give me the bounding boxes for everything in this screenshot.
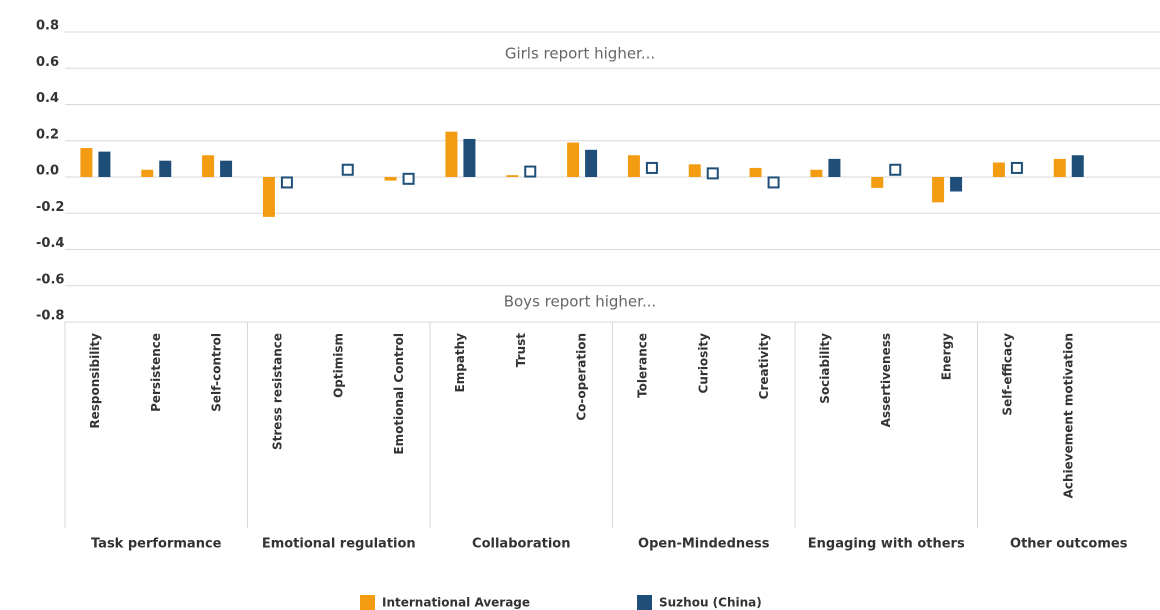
y-tick-label: 0.4 (36, 91, 59, 106)
bar-marker (524, 165, 537, 178)
group-label: Collaboration (472, 537, 570, 552)
bar (932, 177, 945, 203)
x-tick-label: Empathy (453, 333, 467, 393)
bar-marker (280, 176, 293, 189)
y-tick-label: -0.8 (36, 309, 64, 324)
legend-swatch (637, 595, 652, 610)
bar (871, 177, 884, 188)
x-tick-label: Stress resistance (270, 333, 284, 450)
annotation: Girls report higher... (505, 45, 655, 63)
x-tick-label: Curiosity (696, 333, 710, 394)
bar-marker (402, 172, 415, 185)
bar (384, 177, 397, 181)
bar (506, 175, 519, 177)
bar-marker (767, 176, 780, 189)
bar (159, 160, 172, 177)
group-label: Open-Mindedness (638, 537, 770, 552)
bar (463, 138, 476, 177)
y-tick-label: 0.2 (36, 127, 59, 142)
bar (749, 167, 762, 177)
bar (445, 131, 458, 177)
bar (950, 177, 963, 192)
bar (80, 148, 93, 177)
bar (627, 155, 640, 177)
bar (567, 142, 580, 177)
y-tick-label: -0.4 (36, 236, 64, 251)
x-tick-label: Emotional Control (392, 333, 406, 455)
legend-label: International Average (382, 596, 530, 610)
bar (688, 164, 701, 177)
y-tick-label: 0.6 (36, 55, 59, 70)
x-tick-label: Achievement motivation (1061, 333, 1075, 498)
x-tick-label: Assertiveness (879, 333, 893, 427)
bar (810, 169, 823, 177)
legend-swatch (360, 595, 375, 610)
bar (262, 177, 275, 217)
bar (98, 151, 111, 177)
bar-marker (706, 167, 719, 180)
bar (220, 160, 233, 177)
x-tick-label: Creativity (757, 333, 771, 399)
bar-marker (645, 161, 658, 174)
bar-marker (1010, 161, 1023, 174)
y-tick-label: -0.2 (36, 200, 64, 215)
x-tick-label: Sociability (818, 333, 832, 404)
bar-marker (889, 163, 902, 176)
x-tick-label: Optimism (331, 333, 345, 398)
group-label: Task performance (91, 537, 222, 552)
bar (141, 169, 154, 177)
x-tick-label: Persistence (149, 333, 163, 412)
bar (828, 158, 841, 177)
bar (202, 155, 215, 177)
x-tick-label: Trust (514, 333, 528, 367)
group-label: Engaging with others (808, 537, 965, 552)
bar (1053, 158, 1066, 177)
legend-label: Suzhou (China) (659, 596, 762, 610)
x-tick-label: Co-operation (575, 333, 589, 421)
y-tick-label: 0.8 (36, 19, 59, 34)
x-tick-label: Energy (940, 333, 954, 380)
x-tick-label: Self-control (210, 333, 224, 412)
bar-marker (341, 163, 354, 176)
x-tick-label: Tolerance (635, 333, 649, 398)
y-tick-label: -0.6 (36, 272, 64, 287)
x-tick-label: Responsibility (88, 333, 102, 429)
group-label: Other outcomes (1010, 537, 1128, 552)
bar (992, 162, 1005, 177)
bar (585, 149, 598, 177)
bar (1071, 155, 1084, 177)
group-label: Emotional regulation (262, 537, 416, 552)
x-tick-label: Self-efficacy (1000, 333, 1014, 416)
y-tick-label: 0.0 (36, 164, 59, 179)
annotation: Boys report higher... (504, 293, 657, 311)
